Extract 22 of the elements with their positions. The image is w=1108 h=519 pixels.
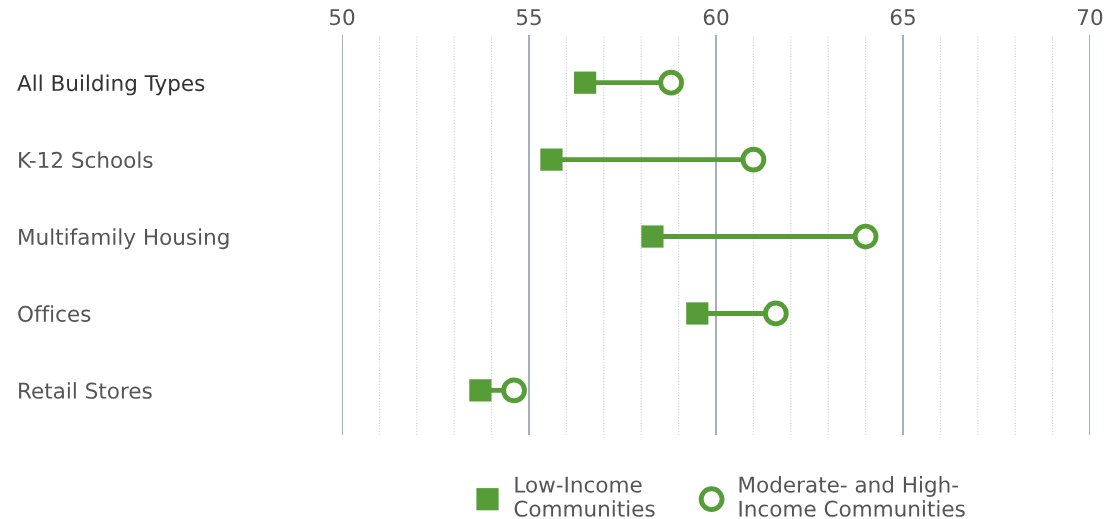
x-tick-label: 65 [890, 8, 915, 26]
point [852, 223, 879, 250]
y-tick-label: All Building Types [17, 74, 205, 96]
y-tick-label: Retail Stores [19, 382, 152, 399]
point [740, 146, 767, 173]
x-tick-label: 50 [329, 8, 355, 26]
point [762, 300, 789, 327]
y-tick-label: K-12 Schools [19, 151, 153, 169]
point [641, 225, 664, 248]
y-tick-label: Multifamily Housing [19, 228, 229, 250]
x-tick-label: 60 [703, 8, 729, 26]
x-tick-label: 70 [1078, 8, 1103, 26]
point [573, 71, 597, 94]
point [501, 377, 527, 404]
legend-label: Low-Income Communities [514, 476, 655, 517]
x-tick-label: 55 [516, 9, 541, 26]
y-tick-label: Offices [18, 305, 91, 322]
point [686, 302, 709, 325]
legend-label: Moderate- and High- Income Communities [739, 476, 965, 517]
point [469, 379, 492, 402]
point [658, 69, 684, 96]
point [540, 148, 563, 171]
